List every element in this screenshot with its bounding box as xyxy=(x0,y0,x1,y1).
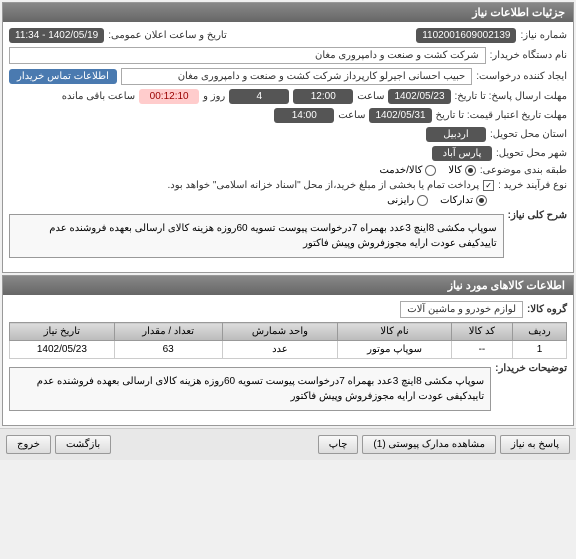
table-header-row: ردیف کد کالا نام کالا واحد شمارش تعداد /… xyxy=(10,323,567,341)
deadline-date: 1402/05/23 xyxy=(388,89,450,104)
goods-info-panel: اطلاعات کالاهای مورد نیاز گروه کالا: لوا… xyxy=(2,275,574,426)
remain-time: 00:12:10 xyxy=(139,89,199,104)
province-label: استان محل تحویل: xyxy=(490,129,567,140)
col-name: نام کالا xyxy=(338,323,452,341)
category-radio-group: کالا کالا/خدمت xyxy=(379,165,475,176)
category-label: طبقه بندی موضوعی: xyxy=(480,165,567,176)
panel2-body: گروه کالا: لوازم خودرو و ماشین آلات ردیف… xyxy=(3,295,573,425)
col-qty: تعداد / مقدار xyxy=(114,323,222,341)
time-label-2: ساعت xyxy=(338,110,365,121)
city-label: شهر محل تحویل: xyxy=(496,148,567,159)
cat-service-label: کالا/خدمت xyxy=(379,165,422,176)
process-opt1[interactable]: تدارکات xyxy=(440,195,487,206)
time-label-1: ساعت xyxy=(357,91,384,102)
buyer-note-label: توضیحات خریدار: xyxy=(495,363,567,374)
remain-label: ساعت باقی مانده xyxy=(62,91,135,102)
city-value: پارس آباد xyxy=(432,146,492,161)
goods-table: ردیف کد کالا نام کالا واحد شمارش تعداد /… xyxy=(9,322,567,359)
category-goods-option[interactable]: کالا xyxy=(448,165,476,176)
col-row: ردیف xyxy=(513,323,567,341)
process-opt2-label: رایزنی xyxy=(387,195,414,206)
group-label: گروه کالا: xyxy=(527,304,567,315)
radio-icon xyxy=(425,165,436,176)
buyer-label: نام دستگاه خریدار: xyxy=(490,50,567,61)
buyer-note-text: سوپاپ مکشی 8اینچ 3عدد بهمراه 7درخواست پی… xyxy=(9,367,491,411)
radio-icon xyxy=(417,195,428,206)
contact-buyer-button[interactable]: اطلاعات تماس خریدار xyxy=(9,69,117,84)
province-value: اردبیل xyxy=(426,127,486,142)
deadline-time: 12:00 xyxy=(293,89,353,104)
days-value: 4 xyxy=(229,89,289,104)
col-date: تاریخ نیاز xyxy=(10,323,115,341)
creator-value: حبیب احسانی اجیرلو کارپرداز شرکت کشت و ص… xyxy=(121,68,472,85)
need-no-value: 1102001609002139 xyxy=(416,28,516,43)
announce-value: 1402/05/19 - 11:34 xyxy=(9,28,104,43)
process-checkbox[interactable] xyxy=(483,180,494,191)
cell-unit: عدد xyxy=(222,341,338,359)
deadline-label: مهلت ارسال پاسخ: تا تاریخ: xyxy=(455,91,567,102)
attachments-button[interactable]: مشاهده مدارک پیوستی (1) xyxy=(362,435,496,454)
col-code: کد کالا xyxy=(451,323,512,341)
validity-date: 1402/05/31 xyxy=(369,108,431,123)
announce-label: تاریخ و ساعت اعلان عمومی: xyxy=(108,30,227,41)
process-note: پرداخت تمام یا بخشی از مبلغ خرید،از محل … xyxy=(9,180,479,191)
radio-icon xyxy=(476,195,487,206)
table-row[interactable]: 1 -- سوپاپ موتور عدد 63 1402/05/23 xyxy=(10,341,567,359)
process-radio-group: تدارکات رایزنی xyxy=(387,195,487,206)
cat-goods-label: کالا xyxy=(448,165,462,176)
back-button[interactable]: بازگشت xyxy=(55,435,111,454)
cell-name: سوپاپ موتور xyxy=(338,341,452,359)
validity-label: مهلت تاریخ اعتبار قیمت: تا تاریخ xyxy=(436,110,567,121)
summary-text: سوپاپ مکشی 8اینچ 3عدد بهمراه 7درخواست پی… xyxy=(9,214,504,258)
exit-button[interactable]: خروج xyxy=(6,435,51,454)
summary-label: شرح کلی نیاز: xyxy=(508,210,567,221)
process-opt1-label: تدارکات xyxy=(440,195,473,206)
process-label: نوع فرآیند خرید : xyxy=(498,180,567,191)
cell-date: 1402/05/23 xyxy=(10,341,115,359)
creator-label: ایجاد کننده درخواست: xyxy=(476,71,567,82)
buyer-value: شرکت کشت و صنعت و دامپروری مغان xyxy=(9,47,486,64)
panel2-title: اطلاعات کالاهای مورد نیاز xyxy=(3,276,573,295)
category-service-option[interactable]: کالا/خدمت xyxy=(379,165,436,176)
panel1-body: شماره نیاز: 1102001609002139 تاریخ و ساع… xyxy=(3,22,573,272)
cell-qty: 63 xyxy=(114,341,222,359)
days-label: روز و xyxy=(203,91,225,102)
cell-row: 1 xyxy=(513,341,567,359)
radio-icon xyxy=(465,165,476,176)
need-details-panel: جزئیات اطلاعات نیاز شماره نیاز: 11020016… xyxy=(2,2,574,273)
cell-code: -- xyxy=(451,341,512,359)
respond-button[interactable]: پاسخ به نیاز xyxy=(500,435,570,454)
process-opt2[interactable]: رایزنی xyxy=(387,195,428,206)
group-value: لوازم خودرو و ماشین آلات xyxy=(400,301,523,318)
button-bar: پاسخ به نیاز مشاهده مدارک پیوستی (1) چاپ… xyxy=(0,428,576,460)
need-no-label: شماره نیاز: xyxy=(520,30,567,41)
validity-time: 14:00 xyxy=(274,108,334,123)
print-button[interactable]: چاپ xyxy=(318,435,359,454)
panel1-title: جزئیات اطلاعات نیاز xyxy=(3,3,573,22)
col-unit: واحد شمارش xyxy=(222,323,338,341)
